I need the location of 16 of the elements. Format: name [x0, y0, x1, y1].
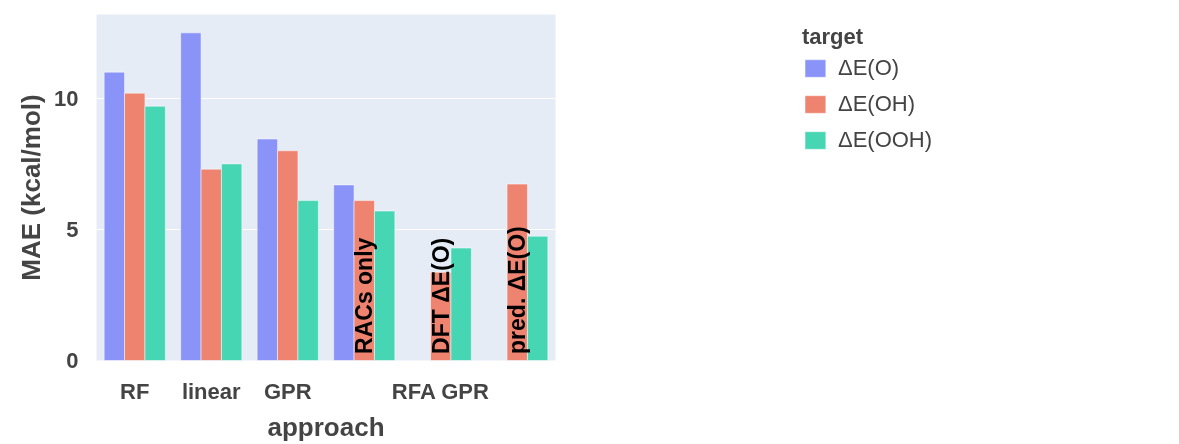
legend-title: target — [801, 24, 865, 50]
y-axis-title: MAE (kcal/mol) — [16, 94, 47, 281]
y-tick-label: 10 — [54, 85, 79, 111]
annotation: DFT ΔE(O) — [427, 237, 454, 354]
x-tick-label: RFA GPR — [391, 378, 489, 404]
x-tick-label: GPR — [263, 378, 312, 404]
x-axis-title: approach — [267, 411, 385, 442]
y-tick-label: 5 — [66, 216, 79, 242]
x-tick-label: linear — [181, 378, 242, 404]
x-tick-label: RF — [120, 378, 150, 404]
y-tick-label: 0 — [66, 348, 79, 373]
annotation: pred. ΔE(O) — [504, 226, 531, 354]
legend-label: ΔE(OOH) — [837, 127, 933, 153]
legend-label: ΔE(O) — [837, 55, 900, 81]
annotation: RACs only — [351, 237, 378, 354]
legend-label: ΔE(OH) — [837, 91, 915, 117]
